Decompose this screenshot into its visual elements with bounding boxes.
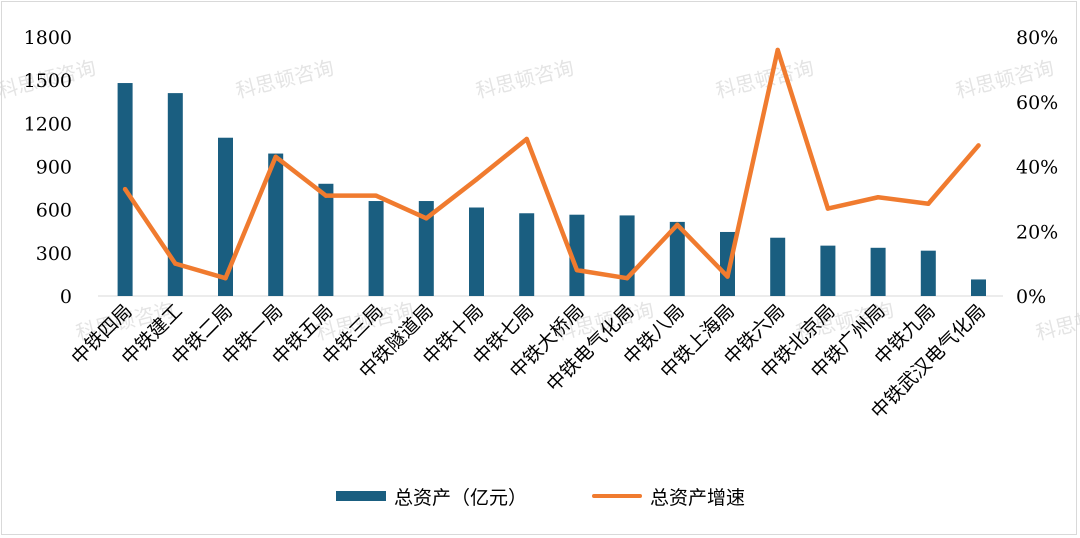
right-axis-ticks: 0% 20% 40% 60% 80% [1016, 27, 1058, 308]
line-point [524, 136, 529, 142]
bar [469, 207, 484, 296]
line-point [373, 193, 379, 198]
line-point [926, 201, 931, 206]
bar [820, 245, 836, 296]
bar [318, 183, 334, 296]
line-point [574, 267, 580, 273]
line-point [323, 193, 329, 198]
line-point [122, 186, 128, 192]
right-tick-label: 20% [1016, 221, 1058, 243]
line-series [122, 47, 981, 281]
watermark-text: 科思顿咨询 [713, 55, 816, 102]
legend-bar-swatch [336, 491, 386, 501]
bar-series [117, 83, 986, 297]
line-point [624, 275, 630, 281]
legend-item-bar: 总资产（亿元） [336, 482, 527, 510]
line-point [875, 195, 881, 200]
bar [418, 201, 434, 296]
bar [770, 237, 786, 296]
line-point [173, 261, 178, 266]
line-point [825, 206, 831, 211]
left-tick-label: 300 [36, 243, 72, 265]
bar [167, 93, 183, 296]
left-tick-label: 0 [60, 286, 72, 308]
growth-line [122, 47, 981, 281]
legend-line-swatch [592, 494, 642, 498]
right-tick-label: 60% [1016, 92, 1058, 114]
bar [268, 153, 284, 296]
left-axis-ticks: 0 300 600 900 1200 1500 1800 [24, 27, 72, 308]
line-point [273, 154, 278, 159]
left-tick-label: 600 [36, 200, 72, 222]
line-point [976, 143, 981, 148]
left-tick-label: 1500 [24, 70, 72, 92]
bar [519, 213, 535, 296]
bar [870, 247, 886, 296]
right-tick-label: 80% [1016, 27, 1058, 49]
legend-bar-label: 总资产（亿元） [394, 486, 528, 509]
bar [569, 214, 585, 296]
right-tick-label: 0% [1016, 286, 1046, 308]
bar [218, 137, 233, 296]
bar [920, 250, 936, 296]
bar [971, 279, 986, 296]
legend-line-label: 总资产增速 [650, 486, 746, 509]
line-point [725, 274, 730, 279]
line-point [424, 216, 429, 221]
left-tick-label: 900 [36, 157, 72, 179]
line-point [675, 222, 680, 227]
bar [669, 221, 685, 296]
watermark-text: 科思顿咨询 [233, 55, 336, 102]
bar [619, 215, 635, 296]
line-point [223, 275, 228, 281]
legend-item-line: 总资产增速 [592, 482, 745, 510]
bar [368, 201, 384, 296]
bar [720, 231, 735, 296]
watermark-text: 科思顿咨询 [473, 55, 576, 102]
line-point [474, 177, 479, 182]
left-tick-label: 1200 [24, 113, 72, 135]
line-point [775, 47, 780, 53]
right-tick-label: 40% [1016, 157, 1058, 179]
left-tick-label: 1800 [24, 27, 72, 49]
